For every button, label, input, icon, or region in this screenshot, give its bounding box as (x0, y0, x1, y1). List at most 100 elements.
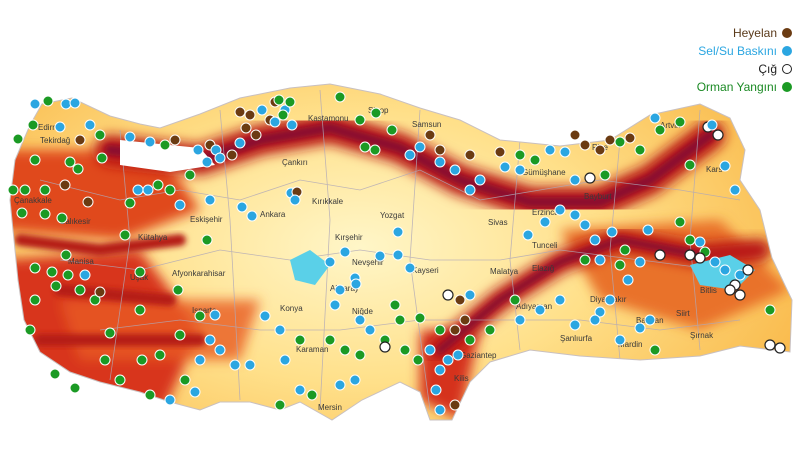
city-label: Elazığ (532, 264, 554, 273)
orman-marker (619, 244, 631, 256)
sel-marker (364, 324, 376, 336)
sel-marker (286, 119, 298, 131)
sel-marker (644, 314, 656, 326)
sel-marker (554, 204, 566, 216)
orman-marker (50, 280, 62, 292)
orman-marker (7, 184, 19, 196)
sel-marker (404, 262, 416, 274)
sel-marker (649, 112, 661, 124)
sel-marker (569, 319, 581, 331)
orman-marker (399, 344, 411, 356)
orman-marker (179, 374, 191, 386)
orman-marker (273, 94, 285, 106)
sel-marker (234, 137, 246, 149)
orman-marker (49, 368, 61, 380)
sel-marker (274, 324, 286, 336)
sel-marker (449, 164, 461, 176)
orman-marker (39, 208, 51, 220)
sel-marker (434, 364, 446, 376)
sel-marker (522, 229, 534, 241)
orman-marker (24, 324, 36, 336)
orman-marker (386, 124, 398, 136)
city-label: Kırşehir (335, 233, 363, 242)
city-label: Kars (706, 165, 722, 174)
sel-marker (246, 210, 258, 222)
sel-marker (214, 344, 226, 356)
sel-marker (229, 359, 241, 371)
legend-item-orman: Orman Yangını (697, 78, 792, 96)
orman-marker (412, 354, 424, 366)
orman-marker (369, 144, 381, 156)
legend-label: Çığ (758, 62, 777, 76)
orman-marker (514, 149, 526, 161)
heyelan-marker (449, 324, 461, 336)
orman-marker (649, 344, 661, 356)
sel-marker (594, 254, 606, 266)
heyelan-marker (244, 109, 256, 121)
cig-marker (764, 339, 776, 351)
sel-marker (474, 174, 486, 186)
cig-marker (442, 289, 454, 301)
heyelan-marker (604, 134, 616, 146)
orman-marker (60, 249, 72, 261)
city-label: Artvin (660, 121, 680, 130)
cig-marker (584, 172, 596, 184)
heyelan-marker (464, 149, 476, 161)
cig-marker (712, 129, 724, 141)
heyelan-marker (82, 196, 94, 208)
city-label: Tunceli (532, 241, 558, 250)
sel-marker (514, 314, 526, 326)
legend-item-heyelan: Heyelan (697, 24, 792, 42)
orman-marker (674, 216, 686, 228)
heyelan-marker (240, 122, 252, 134)
orman-marker (464, 334, 476, 346)
orman-marker (62, 269, 74, 281)
orman-marker (134, 304, 146, 316)
sel-marker (214, 152, 226, 164)
orman-marker (389, 299, 401, 311)
city-label: Kastamonu (308, 114, 348, 123)
orman-marker (136, 354, 148, 366)
city-label: Siirt (676, 309, 691, 318)
city-label: Kırıkkale (312, 197, 344, 206)
orman-marker (194, 310, 206, 322)
cig-marker (724, 284, 736, 296)
sel-marker (424, 344, 436, 356)
sel-marker (324, 256, 336, 268)
orman-marker (184, 169, 196, 181)
orman-marker (370, 107, 382, 119)
orman-marker (484, 324, 496, 336)
orman-marker (274, 399, 286, 411)
orman-marker (324, 334, 336, 346)
city-label: Gaziantep (460, 351, 497, 360)
heyelan-marker (226, 149, 238, 161)
orman-marker (334, 91, 346, 103)
sel-marker (354, 314, 366, 326)
orman-marker (434, 324, 446, 336)
orman-marker (42, 95, 54, 107)
orman-marker (529, 154, 541, 166)
orman-marker (19, 184, 31, 196)
orman-marker (764, 304, 776, 316)
city-label: Tekirdağ (40, 136, 70, 145)
orman-marker (579, 254, 591, 266)
orman-marker (339, 344, 351, 356)
heyelan-marker (594, 144, 606, 156)
orman-marker (72, 163, 84, 175)
orman-marker (134, 266, 146, 278)
heyelan-marker (434, 144, 446, 156)
city-label: Çanakkale (14, 196, 52, 205)
city-label: Şanlıurfa (560, 334, 593, 343)
orman-marker (144, 389, 156, 401)
heyelan-marker (424, 129, 436, 141)
orman-marker (306, 389, 318, 401)
orman-marker (614, 259, 626, 271)
heyelan-marker (459, 314, 471, 326)
sel-marker (589, 314, 601, 326)
sel-marker (569, 174, 581, 186)
orman-marker (614, 136, 626, 148)
sel-marker (392, 226, 404, 238)
orman-marker (684, 159, 696, 171)
cig-marker (684, 249, 696, 261)
sel-marker (614, 334, 626, 346)
